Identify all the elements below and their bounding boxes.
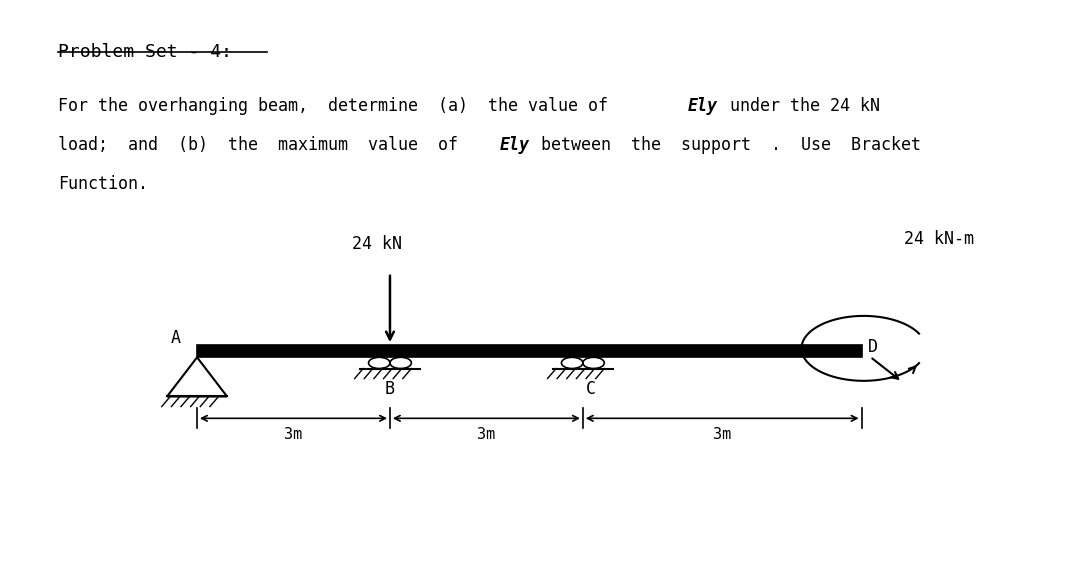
Text: D: D <box>868 338 878 356</box>
Text: For the overhanging beam,  determine  (a)  the value of: For the overhanging beam, determine (a) … <box>57 97 618 115</box>
Text: Ely: Ely <box>499 136 529 154</box>
Text: 24 kN-m: 24 kN-m <box>904 229 974 248</box>
Text: load;  and  (b)  the  maximum  value  of: load; and (b) the maximum value of <box>57 136 468 154</box>
Text: 3m: 3m <box>477 427 496 442</box>
Text: 3m: 3m <box>284 427 302 442</box>
Text: Ely: Ely <box>688 97 718 115</box>
Text: C: C <box>586 380 596 398</box>
Text: B: B <box>384 380 394 398</box>
Text: between  the  support  .  Use  Bracket: between the support . Use Bracket <box>531 136 921 154</box>
Text: Problem Set - 4:: Problem Set - 4: <box>57 43 232 61</box>
Text: A: A <box>171 329 181 346</box>
Text: 24 kN: 24 kN <box>352 235 403 253</box>
Text: Function.: Function. <box>57 175 148 193</box>
Text: under the 24 kN: under the 24 kN <box>720 97 880 115</box>
Bar <box>197 345 862 357</box>
Text: 3m: 3m <box>713 427 731 442</box>
